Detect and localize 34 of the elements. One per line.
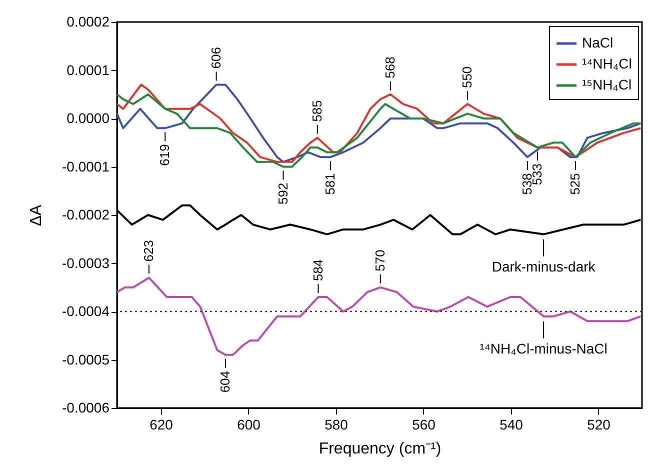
- y-tick-label: -0.0006: [62, 400, 110, 416]
- x-tick-label: 560: [412, 416, 436, 432]
- annotation: 623: [140, 240, 156, 262]
- y-tick-label: -0.0003: [62, 254, 110, 271]
- x-tick-label: 580: [324, 416, 348, 432]
- annotation: ¹⁴NH₄Cl-minus-NaCl: [480, 340, 608, 356]
- annotation: 604: [218, 370, 232, 393]
- legend-label: NaCl: [582, 34, 614, 50]
- annotation: Dark-minus-dark: [492, 258, 596, 274]
- annotation: 525: [568, 173, 582, 195]
- annotation: 550: [459, 66, 474, 88]
- y-tick-label: -0.0001: [62, 158, 110, 174]
- x-tick-label: 620: [150, 416, 174, 432]
- annotation: 585: [309, 100, 324, 122]
- x-axis-title: Frequency (cm⁻¹): [318, 440, 442, 458]
- x-tick-label: 600: [237, 416, 261, 432]
- annotation: 584: [310, 259, 326, 282]
- annotation: 570: [372, 250, 388, 272]
- annotation: 592: [275, 182, 290, 204]
- legend-label: ¹⁵NH₄Cl: [582, 76, 632, 92]
- annotation: 581: [322, 173, 338, 195]
- annotation: 606: [208, 47, 224, 69]
- y-tick-label: 0.0000: [66, 110, 110, 126]
- x-tick-label: 520: [587, 416, 611, 432]
- annotation: 619: [157, 144, 172, 166]
- y-tick-label: -0.0005: [62, 351, 110, 368]
- annotation: 568: [382, 56, 398, 78]
- y-tick-label: 0.0001: [66, 62, 110, 78]
- legend-label: ¹⁴NH₄Cl: [582, 56, 632, 72]
- y-tick-label: -0.0002: [62, 206, 110, 222]
- x-tick-label: 540: [500, 416, 524, 432]
- y-tick-label: 0.0002: [66, 14, 110, 30]
- y-tick-label: -0.0004: [62, 303, 110, 319]
- y-axis-title: ΔA: [28, 204, 46, 226]
